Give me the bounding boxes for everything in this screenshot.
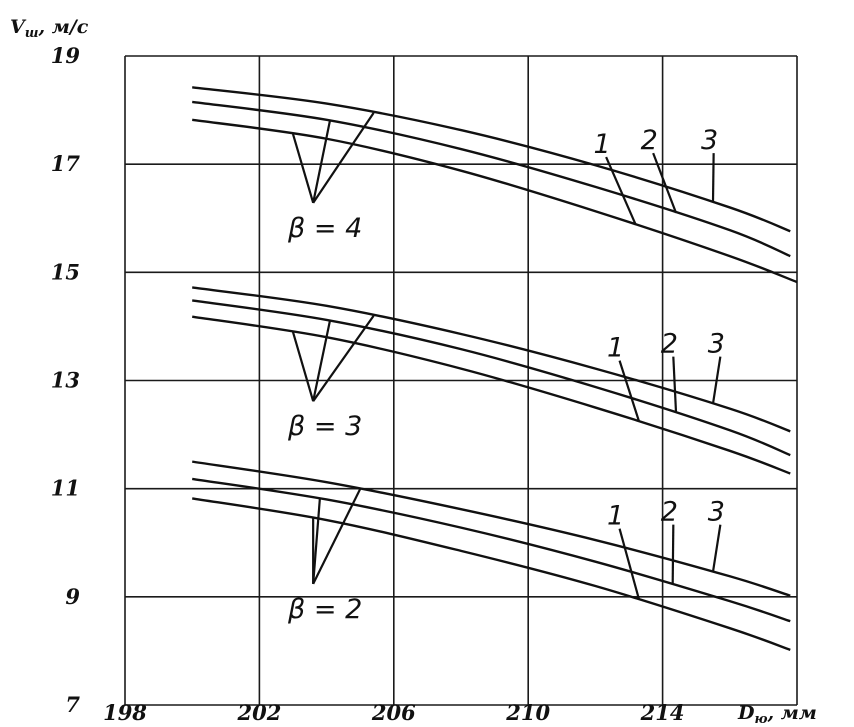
x-tick-label: 214 [640, 700, 685, 725]
y-tick-label: 13 [51, 368, 80, 393]
series-line-beta3-3 [192, 286, 791, 433]
series-line-beta3-1 [192, 315, 791, 475]
y-tick-label: 7 [65, 692, 80, 717]
x-tick-label: 206 [371, 700, 416, 725]
series-line-beta4-1 [192, 118, 798, 284]
series-line-beta2-3 [192, 460, 791, 597]
x-axis-title: Dю, мм [737, 702, 817, 727]
x-tick-label: 210 [505, 700, 550, 725]
beta-label: β = 3 [287, 411, 362, 442]
curve-number-label: 2 [661, 329, 678, 360]
curve-number-label: 1 [607, 501, 624, 532]
series-line-beta4-3 [192, 86, 791, 233]
y-tick-label: 9 [65, 584, 80, 609]
curve-number-label: 2 [641, 125, 658, 156]
curve-leader [711, 153, 715, 203]
curve-leader [711, 356, 722, 404]
series-line-beta4-2 [192, 100, 791, 258]
curve-leader [671, 524, 675, 585]
curve-leader [618, 360, 641, 422]
series-line-beta3-2 [192, 299, 791, 457]
beta-leader [312, 488, 362, 585]
curve-leader [711, 524, 722, 572]
beta-leader [312, 320, 332, 402]
grid [124, 55, 798, 706]
beta-leader [291, 133, 315, 204]
curve-number-label: 3 [708, 329, 725, 360]
x-tick-label: 198 [103, 700, 147, 725]
series-line-beta2-2 [192, 477, 791, 623]
beta-leader [312, 498, 321, 584]
y-tick-label: 19 [51, 43, 81, 68]
beta-leader [291, 331, 315, 402]
curve-leader [652, 152, 678, 214]
beta-label: β = 4 [287, 213, 362, 244]
curve-number-label: 3 [708, 497, 725, 528]
curves [192, 86, 798, 651]
curve-leader [618, 528, 641, 601]
y-axis-title: Vш, м/с [10, 16, 89, 41]
beta-leader [312, 120, 332, 204]
y-tick-label: 15 [51, 259, 80, 284]
beta-leader [312, 315, 375, 402]
annotations: 1 2 3β = 41 2 3β = 31 2 3β = 2 [287, 112, 725, 625]
x-tick-label: 202 [236, 700, 281, 725]
curve-leader [672, 356, 678, 414]
curve-leader [605, 156, 637, 226]
beta-label: β = 2 [287, 594, 362, 625]
y-tick-label: 11 [51, 476, 80, 501]
curve-number-label: 1 [607, 333, 624, 364]
curve-number-label: 1 [594, 129, 611, 160]
curve-number-label: 3 [701, 125, 718, 156]
series-line-beta2-1 [192, 497, 791, 651]
curve-number-label: 2 [661, 497, 678, 528]
beta-leader [312, 112, 375, 204]
y-tick-label: 17 [51, 151, 81, 176]
